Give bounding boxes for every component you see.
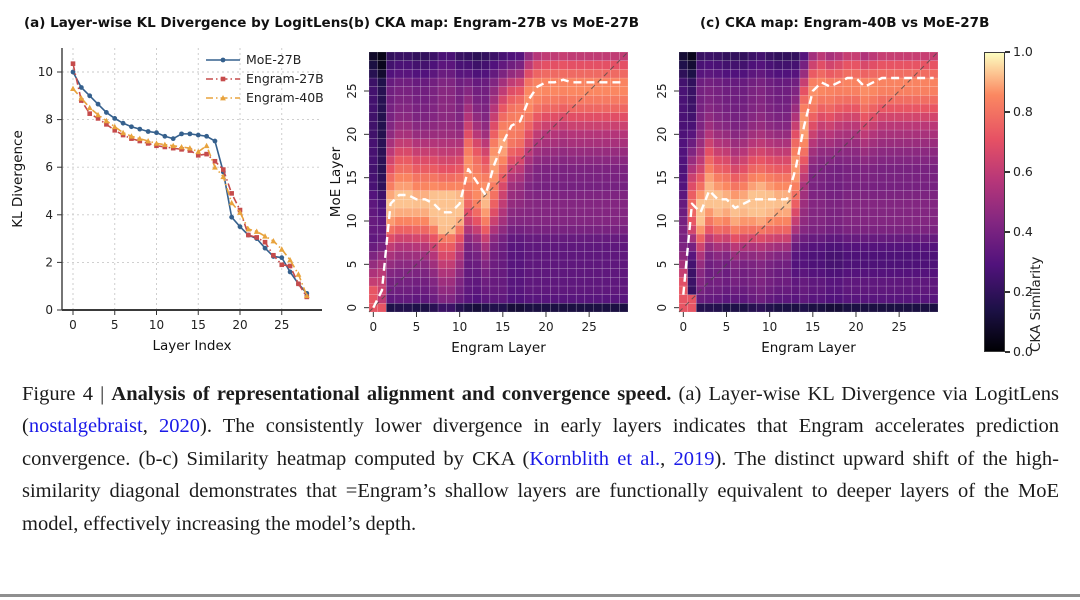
colorbar-tick-mark [1005,351,1010,353]
caption-bold-title: Analysis of representational alignment a… [111,383,672,405]
panel-b-title: (b) CKA map: Engram-27B vs MoE-27B [348,15,640,31]
caption-text: , [142,415,159,438]
page-bottom-rule [0,594,1080,597]
svg-text:10: 10 [149,318,164,332]
legend: MoE-27B Engram-27B Engram-40B [206,52,324,105]
colorbar-label: CKA Similarity [1028,256,1044,352]
series-Engram-40B [70,85,310,299]
caption-text: , [660,447,674,470]
caption-text: ). The consistently lower divergence in … [22,415,1060,470]
svg-text:0: 0 [69,318,77,332]
svg-text:5: 5 [413,320,421,334]
citation-link[interactable]: nostalgebraist [28,415,143,438]
citation-link[interactable]: Kornblith et al. [529,447,661,470]
svg-text:20: 20 [538,320,553,334]
svg-text:25: 25 [582,320,597,334]
diagonal-reference-line [368,51,629,313]
svg-text:5: 5 [655,261,669,269]
cka-heatmap-engram27b-vs-moe27b: 0 5 10 15 20 25 0 5 10 15 20 25 Engram Layer MoE Laye… [328,51,629,356]
colorbar-tick-mark [1005,231,1010,233]
colorbar-tick-mark [1005,51,1010,53]
caption-text: ). The distinct upward shift of the high… [22,447,1060,535]
citation-link[interactable]: 2019 [673,447,715,470]
svg-text:5: 5 [111,318,119,332]
heatmap-axes: 0 5 10 15 20 25 0 5 10 15 20 25 [655,83,907,334]
svg-text:20: 20 [232,318,247,332]
svg-text:5: 5 [345,261,359,269]
svg-text:20: 20 [345,127,359,142]
x-axis-label: Engram Layer [761,340,856,356]
svg-text:6: 6 [45,160,53,174]
svg-text:0: 0 [369,320,377,334]
legend-label: Engram-40B [246,90,324,105]
panel-c-title: (c) CKA map: Engram-40B vs MoE-27B [700,15,990,31]
colorbar-tick-label: 0.2 [1013,284,1033,299]
heatmap-cells [368,51,629,313]
y-axis-label: MoE Layer [328,146,344,217]
argmax-alignment-line [682,76,934,295]
colorbar-tick-label: 0.0 [1013,344,1033,359]
argmax-alignment-line [372,78,624,309]
svg-text:10: 10 [38,65,53,79]
svg-text:0: 0 [655,304,669,312]
y-axis-label: KL Divergence [10,130,26,228]
figure-caption: Figure 4 | Analysis of representational … [22,378,1059,540]
colorbar-gradient [984,52,1005,352]
svg-text:25: 25 [892,320,907,334]
svg-text:0: 0 [679,320,687,334]
colorbar-tick-label: 1.0 [1013,44,1033,59]
svg-text:15: 15 [805,320,820,334]
svg-text:5: 5 [723,320,731,334]
axes: 0 5 10 15 20 25 0 2 4 6 8 10 [38,65,290,332]
svg-text:8: 8 [45,113,53,127]
cka-heatmap-engram40b-vs-moe27b: 0 5 10 15 20 25 0 5 10 15 20 25 Engram Layer [655,51,939,356]
diagonal-reference-line [678,51,939,313]
svg-text:10: 10 [655,213,669,228]
legend-label: Engram-27B [246,71,324,86]
svg-text:0: 0 [345,304,359,312]
series-MoE-27B [70,69,310,296]
colorbar-tick-label: 0.6 [1013,164,1033,179]
x-axis-label: Layer Index [152,338,231,354]
heatmap-cells [678,51,939,313]
svg-text:25: 25 [345,83,359,98]
svg-text:20: 20 [848,320,863,334]
svg-text:25: 25 [274,318,289,332]
citation-link[interactable]: 2020 [159,415,200,438]
svg-text:15: 15 [345,170,359,185]
caption-text: Figure 4 | [22,383,112,405]
panel-a-title: (a) Layer-wise KL Divergence by LogitLen… [24,15,349,31]
svg-text:10: 10 [762,320,777,334]
svg-text:15: 15 [655,170,669,185]
colorbar-tick-label: 0.4 [1013,224,1033,239]
x-axis-label: Engram Layer [451,340,546,356]
kl-divergence-line-chart: 0 5 10 15 20 25 0 2 4 6 8 10 Layer Index KL Divergenc… [10,48,324,354]
colorbar-tick-mark [1005,111,1010,113]
svg-text:25: 25 [655,83,669,98]
colorbar-tick-label: 0.8 [1013,104,1033,119]
svg-text:10: 10 [345,213,359,228]
svg-text:15: 15 [495,320,510,334]
svg-text:2: 2 [45,255,53,269]
svg-text:0: 0 [45,303,53,317]
caption-text: (a) Layer-wise KL Divergence via LogitLe… [22,383,1059,438]
legend-label: MoE-27B [246,52,301,67]
heatmap-axes: 0 5 10 15 20 25 0 5 10 15 20 25 [345,83,597,334]
svg-text:10: 10 [452,320,467,334]
svg-text:4: 4 [45,208,53,222]
svg-text:15: 15 [191,318,206,332]
svg-text:20: 20 [655,127,669,142]
colorbar-tick-mark [1005,291,1010,293]
colorbar-tick-mark [1005,171,1010,173]
grid-lines [62,48,322,310]
